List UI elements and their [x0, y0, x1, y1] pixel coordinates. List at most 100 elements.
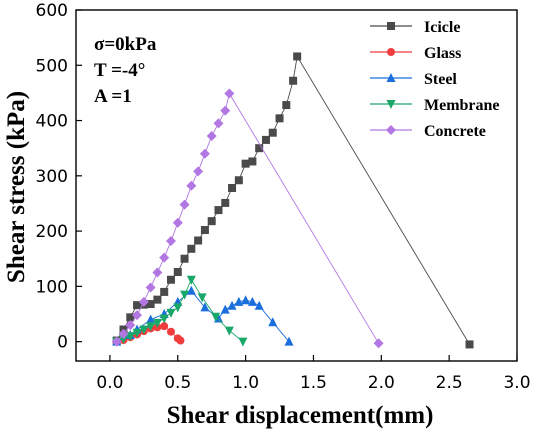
series-line-concrete [116, 92, 379, 344]
data-point-membrane [166, 308, 176, 318]
data-point-icicle [160, 287, 169, 296]
data-point-icicle [166, 275, 175, 284]
x-tick-label: 0.5 [164, 373, 191, 393]
data-point-concrete [373, 338, 384, 349]
data-point-glass [160, 322, 169, 331]
legend-marker-icicle [387, 22, 395, 30]
data-point-concrete [152, 267, 163, 278]
y-tick-label: 500 [36, 56, 68, 76]
data-point-icicle [214, 206, 223, 215]
data-point-steel [247, 296, 257, 306]
data-point-concrete [213, 118, 224, 129]
legend-label-concrete: Concrete [424, 123, 486, 140]
data-point-membrane [197, 293, 207, 303]
data-point-membrane [132, 328, 142, 338]
data-point-concrete [172, 217, 183, 228]
data-point-concrete [159, 252, 170, 263]
data-point-icicle [268, 128, 277, 137]
data-point-concrete [118, 328, 129, 339]
x-tick-label: 3.0 [503, 373, 530, 393]
data-point-steel [186, 285, 196, 295]
data-point-concrete [186, 180, 197, 191]
data-point-concrete [138, 296, 149, 307]
legend-marker-concrete [386, 125, 396, 135]
annotation-stress: σ=0kPa [94, 34, 157, 55]
data-point-icicle [221, 198, 230, 207]
data-point-icicle [200, 225, 209, 234]
x-tick-label: 1.0 [232, 373, 259, 393]
data-point-membrane [146, 322, 156, 332]
y-tick-label: 200 [36, 222, 68, 242]
data-point-steel [241, 295, 251, 305]
data-point-steel [254, 300, 264, 310]
x-tick-label: 0.0 [96, 373, 123, 393]
data-point-membrane [186, 275, 196, 285]
annotation-temperature: T =-4° [94, 60, 145, 81]
data-point-steel [234, 296, 244, 306]
data-point-icicle [261, 135, 270, 144]
data-point-icicle [275, 114, 284, 123]
legend-marker-glass [387, 48, 395, 56]
data-point-steel [268, 317, 278, 327]
data-point-membrane [152, 318, 162, 328]
legend-label-icicle: Icicle [424, 19, 460, 36]
data-point-concrete [193, 166, 204, 177]
data-point-icicle [248, 157, 257, 166]
y-tick-label: 100 [36, 277, 68, 297]
x-tick-label: 2.0 [368, 373, 395, 393]
legend-label-glass: Glass [424, 45, 461, 62]
data-point-concrete [111, 336, 122, 347]
data-point-steel [146, 314, 156, 324]
data-point-glass [176, 336, 185, 345]
data-point-icicle [133, 301, 142, 310]
y-tick-label: 300 [36, 167, 68, 187]
data-point-icicle [173, 268, 182, 277]
data-point-membrane [238, 337, 248, 347]
legend-label-steel: Steel [424, 71, 457, 88]
y-tick-label: 600 [36, 1, 68, 21]
axes: 0.0 0.5 1.0 1.5 2.0 2.5 3.0 0 100 200 300 400 500 600 [36, 1, 531, 393]
data-point-membrane [139, 325, 149, 335]
data-point-icicle [126, 313, 135, 322]
y-axis-title: Shear stress (kPa) [3, 91, 30, 283]
plot-frame [75, 9, 518, 362]
series-concrete [111, 88, 384, 349]
data-point-steel [200, 302, 210, 312]
legend-label-membrane: Membrane [424, 97, 500, 114]
data-point-concrete [206, 131, 217, 142]
series-layer [111, 52, 474, 349]
data-point-icicle [194, 236, 203, 245]
data-point-icicle [293, 52, 302, 61]
data-point-icicle [289, 76, 298, 85]
legend-marker-membrane [386, 100, 396, 109]
annotation-area: A =1 [94, 86, 132, 107]
data-point-icicle [255, 144, 264, 153]
data-point-concrete [220, 105, 231, 116]
data-point-membrane [211, 312, 221, 322]
y-tick-label: 400 [36, 112, 68, 132]
data-point-membrane [173, 303, 183, 313]
data-point-concrete [145, 282, 156, 293]
data-point-icicle [207, 217, 216, 226]
data-point-icicle [465, 340, 474, 349]
data-point-steel [284, 336, 294, 346]
data-point-membrane [180, 290, 190, 300]
data-point-membrane [159, 314, 169, 324]
y-tick-label: 0 [57, 333, 68, 353]
data-point-icicle [180, 254, 189, 263]
x-axis-title: Shear displacement(mm) [167, 402, 434, 429]
data-point-glass [166, 327, 175, 336]
data-point-concrete [132, 310, 143, 321]
data-point-membrane [224, 326, 234, 336]
data-point-concrete [199, 148, 210, 159]
data-point-icicle [153, 295, 162, 304]
data-point-concrete [224, 88, 235, 99]
legend-marker-steel [386, 73, 396, 82]
legend: Icicle Glass Steel Membrane Concrete [370, 19, 500, 140]
x-tick-label: 2.5 [436, 373, 463, 393]
data-point-concrete [179, 199, 190, 210]
data-point-concrete [125, 320, 136, 331]
x-tick-label: 1.5 [300, 373, 327, 393]
data-point-steel [227, 300, 237, 310]
